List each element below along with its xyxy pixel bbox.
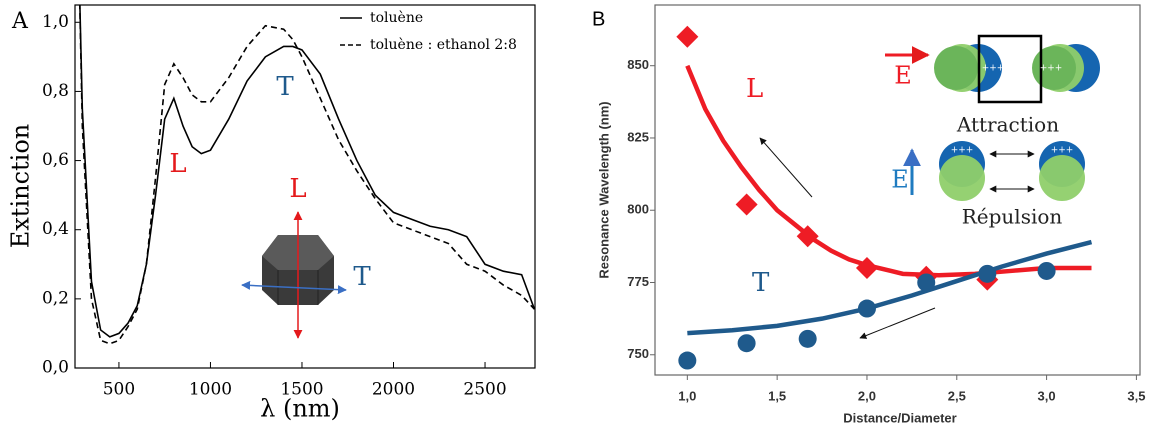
y-tick-label: 775 [627, 274, 649, 289]
spectrum-line [79, 5, 535, 338]
series-label: L [746, 74, 763, 104]
x-axis-label: λ (nm) [260, 395, 340, 423]
y-tick-label: 0,2 [42, 288, 69, 308]
data-point [735, 193, 758, 216]
data-point [1037, 261, 1056, 280]
x-tick-label: 1500 [280, 380, 323, 400]
y-tick-label: 0,8 [42, 81, 69, 101]
annotation: +++ [1051, 146, 1074, 156]
x-axis-label: Distance/Diameter [843, 410, 956, 425]
x-tick-label: 1000 [189, 380, 232, 400]
annotation: E [891, 166, 909, 194]
annotation: +++ [1040, 64, 1063, 74]
y-tick-label: 750 [627, 346, 649, 361]
x-tick-label: 3,0 [1038, 388, 1056, 403]
annotation: L [289, 174, 306, 204]
panel: 1,0 1,5 2,0 2,5 3,0 3,5 750 775 800 825 850 B Distan… [592, 4, 1145, 425]
x-tick-label: 2000 [372, 380, 415, 400]
data-point [798, 329, 817, 348]
series-label: T [752, 268, 770, 298]
y-tick-label: 0,6 [42, 150, 69, 170]
y-tick-label: 0,4 [42, 219, 69, 239]
x-tick-label: 500 [103, 380, 135, 400]
y-tick-label: 0,0 [42, 358, 69, 378]
fit-curve [687, 239, 1093, 336]
annotation: +++ [951, 146, 974, 156]
data-point [855, 257, 878, 280]
panel: 500 1000 1500 2000 2500 0,0 0,2 0,4 0,6 0,8 1,0 Aλ … [7, 4, 536, 423]
y-axis-label: Resonance Wavelength (nm) [596, 101, 611, 278]
x-tick-label: 2,5 [948, 388, 966, 403]
x-tick-label: 1,0 [678, 388, 696, 403]
y-tick-label: 825 [627, 129, 649, 144]
panel-label: B [592, 8, 605, 30]
annotation: Attraction [956, 113, 1059, 137]
plot-area [78, 5, 535, 345]
trend-arrows [759, 137, 936, 339]
data-point [796, 225, 819, 248]
data-point [676, 25, 699, 48]
y-tick-label: 1,0 [42, 12, 69, 32]
attraction-inset [885, 34, 1100, 104]
data-point [917, 273, 936, 292]
data-point [857, 299, 876, 318]
data-point [737, 334, 756, 353]
plot-area [676, 25, 1093, 370]
panel-label: A [11, 9, 29, 34]
legend-label: toluène [370, 10, 423, 26]
prism-inset [241, 211, 347, 339]
annotation: +++ [982, 64, 1005, 74]
repulsion-inset [903, 141, 1085, 201]
spectrum-line [78, 5, 535, 345]
x-tick-label: 1,5 [768, 388, 786, 403]
annotation: L [169, 149, 186, 179]
x-tick-label: 2,0 [858, 388, 876, 403]
legend-label: toluène : ethanol 2:8 [370, 37, 517, 53]
x-tick-label: 2500 [463, 380, 506, 400]
annotation: E [894, 62, 912, 90]
y-tick-label: 800 [627, 202, 649, 217]
plot-frame [654, 4, 1141, 376]
annotation: T [276, 72, 294, 102]
annotation: T [353, 262, 371, 292]
data-point [678, 351, 697, 370]
data-point [978, 264, 997, 283]
y-axis-label: Extinction [7, 124, 35, 249]
x-tick-label: 3,5 [1127, 388, 1145, 403]
annotation: Répulsion [962, 205, 1063, 229]
y-tick-label: 850 [627, 57, 649, 72]
plot-frame [74, 4, 536, 369]
